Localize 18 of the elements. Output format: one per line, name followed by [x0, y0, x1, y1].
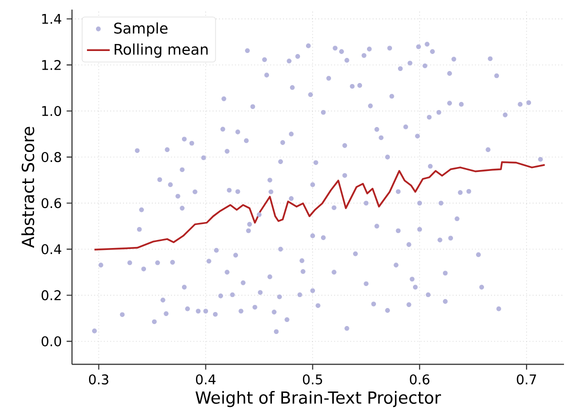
x-tick-label: 0.3: [89, 374, 108, 384]
y-tick-label: 0.4: [42, 244, 62, 254]
x-tick-label: 0.6: [410, 374, 430, 384]
x-tick-label: 0.7: [516, 374, 536, 384]
y-tick-label: 0.0: [42, 336, 62, 346]
x-tick-label: 0.5: [302, 374, 322, 384]
y-tick-label: 1.4: [42, 14, 62, 24]
y-tick-label: 0.6: [42, 198, 62, 208]
y-tick-label: 1.0: [42, 106, 62, 116]
y-tick-label: 0.2: [42, 290, 61, 300]
y-tick-label: 0.8: [42, 152, 62, 162]
legend-label: Rolling mean: [114, 44, 208, 58]
x-tick-label: 0.4: [196, 374, 216, 384]
line-series: [94, 161, 546, 251]
y-axis-title: Abstract Score: [21, 126, 34, 248]
x-axis-title: Weight of Brain-Text Projector: [196, 390, 442, 408]
legend-label: Sample: [114, 22, 168, 37]
y-tick-label: 1.2: [42, 60, 61, 70]
